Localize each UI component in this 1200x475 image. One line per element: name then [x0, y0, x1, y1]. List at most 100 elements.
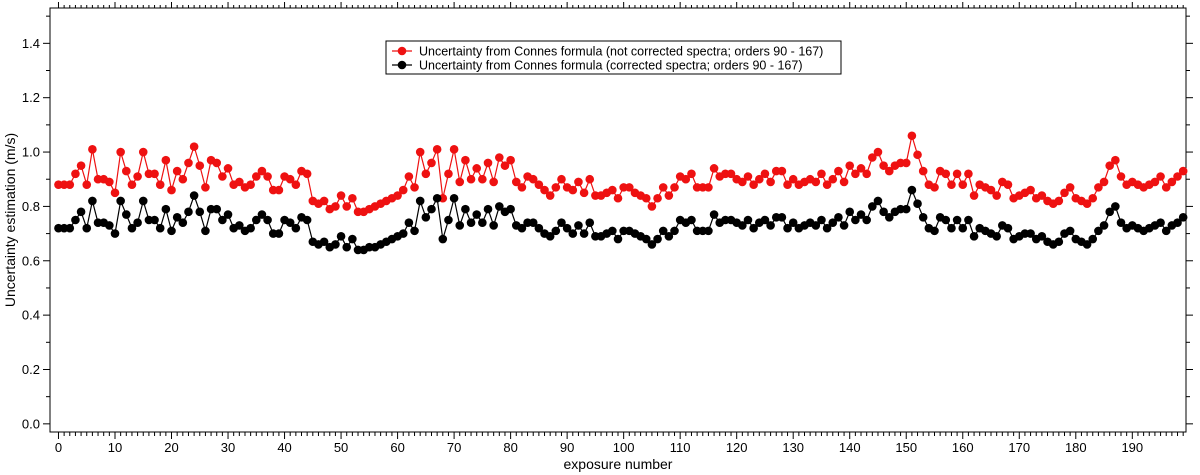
data-point [862, 169, 871, 179]
data-point [1099, 221, 1109, 230]
y-tick-label: 0.6 [22, 253, 40, 268]
data-point [432, 193, 442, 203]
data-point [489, 177, 498, 187]
data-point [845, 207, 855, 217]
data-point [212, 204, 222, 214]
data-point [828, 218, 838, 228]
data-point [161, 155, 171, 165]
data-point [348, 234, 357, 244]
data-point [472, 210, 482, 219]
data-point [461, 204, 470, 214]
data-point [941, 215, 951, 225]
data-point [856, 164, 866, 173]
data-point [551, 226, 561, 236]
data-point [449, 193, 459, 203]
data-point [534, 180, 544, 189]
data-point [285, 174, 295, 184]
data-point [195, 161, 205, 170]
data-point [167, 185, 176, 195]
data-point [478, 218, 487, 228]
data-point [687, 169, 696, 179]
data-series [54, 131, 1188, 255]
data-point [822, 180, 832, 189]
data-point [704, 183, 713, 192]
data-point [958, 223, 968, 233]
data-point [138, 147, 148, 157]
data-point [839, 177, 849, 187]
data-point [562, 223, 572, 233]
x-tick-label: 180 [1065, 440, 1087, 455]
data-point [822, 223, 832, 233]
data-point [398, 229, 408, 238]
x-tick-label: 80 [503, 440, 517, 455]
data-point [116, 147, 125, 157]
x-tick-label: 170 [1008, 440, 1030, 455]
axis-tick-labels: 0 10 20 30 40 50 60 70 80 90 100 110 120 130 140 150 160… [22, 36, 1143, 455]
data-point [246, 223, 255, 233]
x-tick-label: 160 [952, 440, 974, 455]
data-point [302, 169, 312, 179]
data-point [856, 210, 866, 219]
data-point [122, 166, 131, 176]
data-point [749, 180, 758, 189]
data-point [302, 215, 312, 225]
data-point [545, 191, 555, 200]
data-point [969, 232, 979, 241]
data-point [105, 177, 114, 187]
data-point [704, 226, 713, 236]
x-tick-label: 60 [390, 440, 404, 455]
data-point [788, 174, 798, 184]
data-point [647, 240, 657, 249]
data-point [1167, 177, 1177, 187]
data-point [783, 180, 792, 189]
y-axis-title: Uncertainty estimation (m/s) [2, 133, 18, 307]
data-point [952, 215, 962, 225]
data-point [1082, 240, 1092, 249]
data-point [568, 185, 578, 195]
data-point [82, 180, 92, 189]
data-point [461, 155, 470, 165]
data-point [274, 185, 284, 195]
data-point [528, 218, 538, 228]
data-point [116, 196, 125, 206]
y-tick-label: 1.2 [22, 90, 40, 105]
x-tick-label: 20 [164, 440, 178, 455]
data-point [557, 218, 566, 228]
data-point [495, 202, 504, 211]
data-point [201, 226, 210, 236]
data-point [749, 223, 758, 233]
data-point [466, 218, 476, 228]
data-point [777, 166, 787, 176]
data-point [184, 158, 193, 168]
data-point [1094, 183, 1103, 192]
data-point [783, 223, 792, 233]
data-point [969, 191, 979, 200]
data-point [839, 221, 849, 230]
data-point [738, 221, 747, 230]
data-point [658, 183, 668, 192]
data-point [511, 177, 521, 187]
data-point [681, 174, 691, 184]
data-point [449, 145, 459, 154]
data-point [478, 174, 487, 184]
y-tick-label: 0.4 [22, 308, 40, 323]
data-point [658, 226, 668, 236]
x-tick-label: 130 [782, 440, 804, 455]
data-point [664, 232, 674, 241]
data-point [528, 174, 538, 184]
data-point [184, 207, 193, 217]
data-point [574, 177, 583, 187]
data-point [1111, 202, 1120, 211]
legend-swatch-marker-black [397, 60, 407, 70]
x-tick-label: 140 [839, 440, 861, 455]
data-point [579, 229, 589, 238]
data-point [941, 169, 951, 179]
data-point [438, 234, 448, 244]
data-point [178, 174, 188, 184]
x-tick-label: 110 [670, 440, 691, 455]
data-point [613, 234, 623, 244]
data-point [291, 223, 301, 233]
data-point [664, 191, 674, 200]
data-point [788, 218, 798, 228]
data-point [455, 177, 465, 187]
